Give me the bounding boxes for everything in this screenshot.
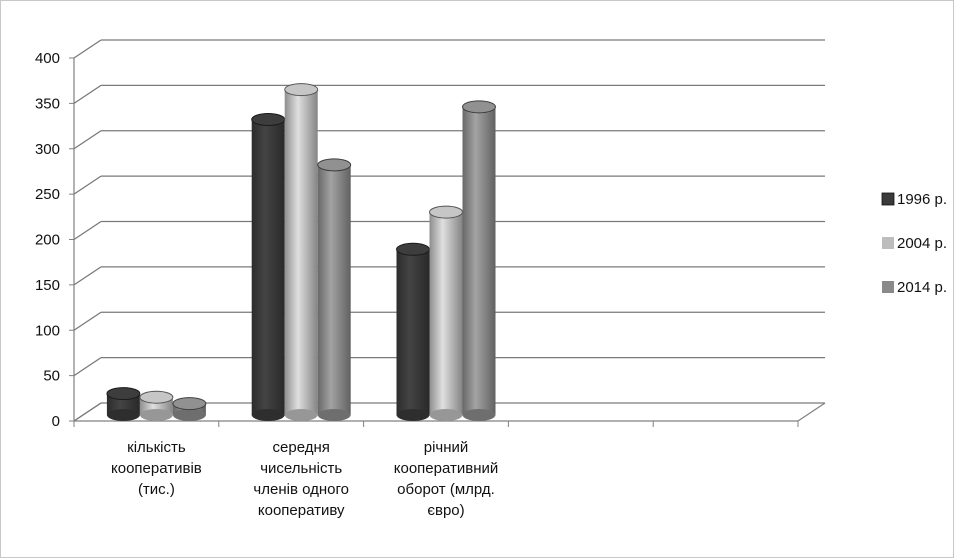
gridline-side [73,311,102,331]
bar-top [317,158,352,172]
bar-body [429,212,463,415]
floor-right-edge [797,402,826,422]
bar-3-3 [462,100,496,421]
bar-base [172,409,206,421]
bar-body [251,119,285,416]
gridline-side [73,130,102,150]
category-labels: кількість кооперативів (тис.) середня чисель… [111,439,498,519]
x-axis [73,420,799,427]
gridline-side [73,39,102,59]
bar-base [139,409,173,421]
legend: 1996 р. 2004 р. 2014 р. [881,191,947,296]
bar-2-1 [139,390,174,421]
bar-1-2 [251,113,286,421]
y-tick-label: 400 [35,50,60,67]
y-tick-label: 150 [35,277,60,294]
bar-body [396,249,430,415]
bar-base [429,409,463,421]
gridline-side [73,266,102,286]
gridline-side [73,175,102,195]
bar-3-2 [317,158,352,421]
bar-top [139,390,174,404]
y-axis-ticks: 0 50 100 150 200 250 300 350 400 [35,50,74,430]
legend-item-1: 1996 р. [881,191,947,208]
legend-label: 1996 р. [897,191,947,208]
bar-top [462,100,496,114]
legend-label: 2014 р. [897,279,947,296]
bar-1-1 [106,387,141,421]
category-label-2: середня чисельність членів одного кооперати… [253,439,349,519]
legend-item-2: 2004 р. [882,235,947,252]
bar-base [284,409,318,421]
legend-label: 2004 р. [897,235,947,252]
bar-3-1 [172,397,207,421]
legend-swatch [882,237,894,249]
legend-swatch [882,281,894,293]
bar-base [106,409,140,421]
bar-top [172,397,207,411]
bar-base [462,409,496,421]
bar-top [396,242,430,256]
bar-top [284,83,319,97]
bar-top [106,387,141,401]
y-tick-label: 300 [35,141,60,158]
legend-item-3: 2014 р. [882,279,947,296]
bar-1-3 [396,242,430,421]
gridline-side [73,84,102,104]
gridline-side [73,357,102,377]
bar-base [251,409,285,421]
bar-body [284,89,318,415]
legend-swatch [881,192,895,206]
y-tick-label: 350 [35,95,60,112]
gridline-side [73,220,102,241]
gridline-side [73,402,102,422]
y-tick-label: 250 [35,186,60,203]
y-tick-label: 0 [52,413,60,430]
bar-base [396,409,430,421]
bar-2-3 [429,205,463,421]
category-label-1: кількість кооперативів (тис.) [111,439,202,498]
y-tick-label: 200 [35,232,60,249]
bar-base [317,409,351,421]
bar-body [317,164,351,415]
y-tick-label: 100 [35,322,60,339]
bars [106,83,496,421]
bar-top [251,113,286,127]
bar-body [462,106,496,415]
category-label-3: річний кооперативний оборот (млрд. євро) [394,439,499,519]
bar-top [429,205,463,219]
bar-2-2 [284,83,319,421]
y-tick-label: 50 [43,368,60,385]
